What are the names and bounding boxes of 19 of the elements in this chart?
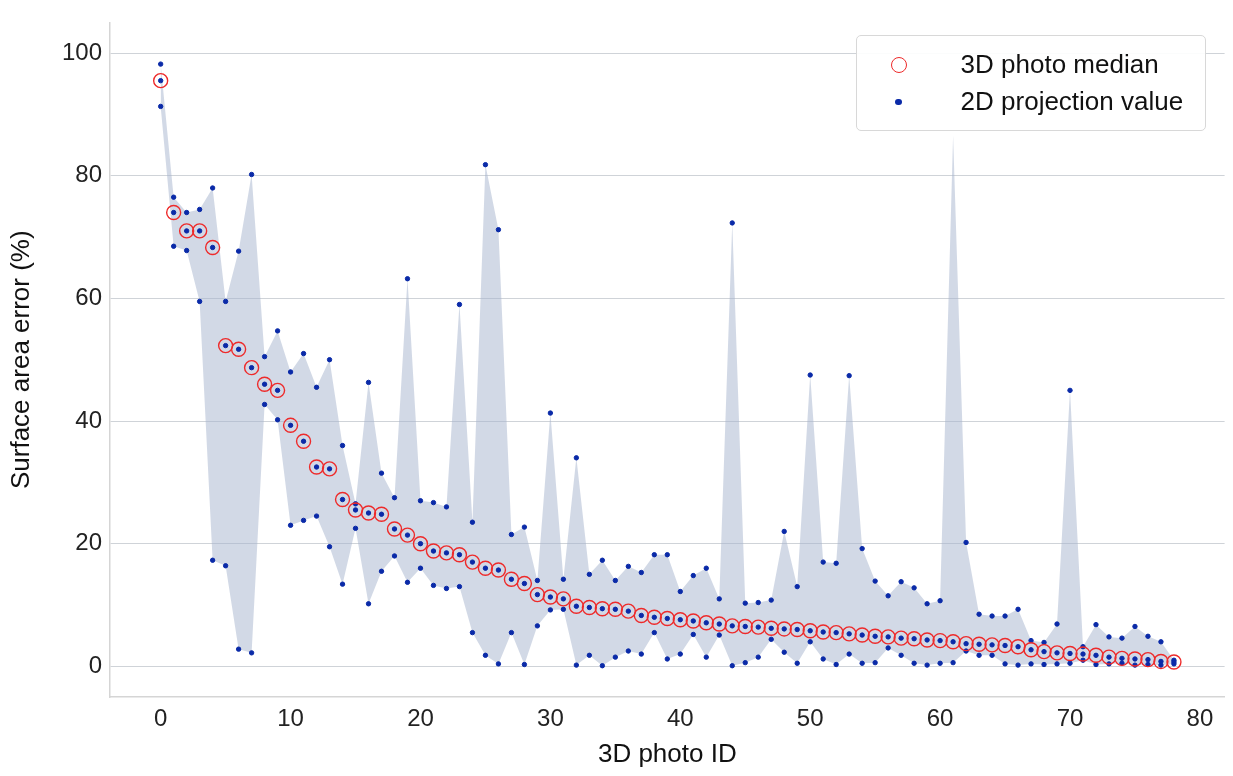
x-tick-label: 80	[1186, 704, 1214, 732]
y-tick-label: 100	[61, 37, 102, 65]
legend-label: 2D projection value	[960, 86, 1184, 118]
x-tick-label: 60	[926, 704, 954, 732]
y-tick-label: 40	[75, 405, 102, 433]
x-tick-label: 10	[277, 704, 304, 732]
legend-label: 3D photo median	[960, 49, 1159, 81]
y-tick-label: 80	[75, 160, 102, 188]
y-axis-title: Surface area error (%)	[4, 230, 35, 490]
x-tick-label: 70	[1056, 704, 1084, 732]
x-tick-label: 50	[796, 704, 824, 732]
x-tick-label: 0	[153, 704, 168, 732]
y-tick-label: 20	[75, 528, 102, 556]
x-tick-label: 20	[407, 704, 434, 732]
x-tick-label: 30	[537, 704, 564, 732]
y-tick-label: 0	[88, 650, 102, 678]
y-tick-label: 60	[75, 283, 102, 310]
x-axis-title: 3D photo ID	[597, 737, 737, 768]
x-tick-label: 40	[666, 704, 694, 732]
